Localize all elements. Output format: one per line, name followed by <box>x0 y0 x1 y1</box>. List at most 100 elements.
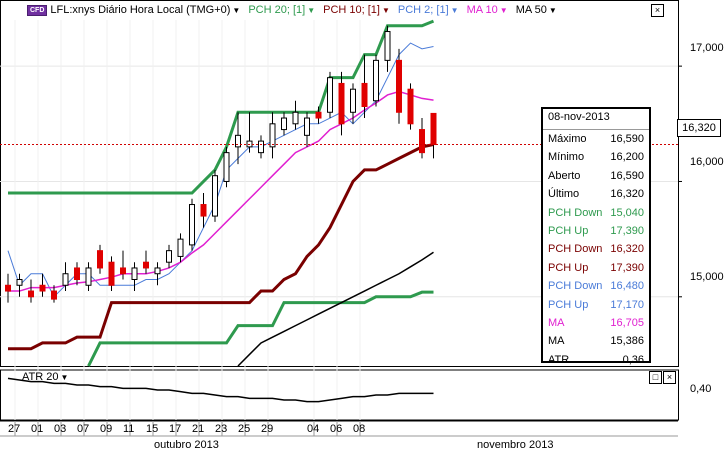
candle-body <box>177 238 184 257</box>
candle-body <box>246 140 253 148</box>
candle-body <box>350 88 356 113</box>
series-line <box>237 251 434 367</box>
info-row: Aberto 16,590 <box>543 167 649 185</box>
indicator-pch2[interactable]: PCH 2; [1] ▼ <box>397 4 459 16</box>
info-label: Último <box>548 188 580 201</box>
info-label: ATR <box>548 353 570 366</box>
info-label: PCH Up <box>548 261 589 274</box>
series-line <box>8 90 434 292</box>
x-axis-label: 01 <box>31 423 44 435</box>
month-label: outubro 2013 <box>154 439 219 451</box>
candle-body <box>304 117 310 136</box>
candle-body <box>281 117 287 131</box>
atr-label[interactable]: ATR 20 ▼ <box>22 371 69 383</box>
symbol-title[interactable]: LFL:xnys Diário Hora Local (TMG+0) ▼ <box>50 4 241 16</box>
candle-body <box>373 59 379 102</box>
candle-body <box>143 261 149 269</box>
info-label: Mínimo <box>548 151 585 164</box>
info-value: 0,36 <box>622 353 644 366</box>
info-value: 17,170 <box>610 298 644 311</box>
info-value: 16,320 <box>610 243 644 256</box>
close-icon[interactable]: × <box>663 371 676 384</box>
candle-body <box>154 267 161 275</box>
candle-body <box>407 88 414 125</box>
x-axis-label: 29 <box>261 423 274 435</box>
candle-body <box>292 111 299 125</box>
x-axis-label: 17 <box>169 423 182 435</box>
sub-y-axis-label: 0,40 <box>690 383 712 395</box>
candle-body <box>235 134 241 148</box>
candle-body <box>384 31 391 61</box>
info-row: MA 16,705 <box>543 314 649 332</box>
candle-body <box>62 273 69 286</box>
x-axis-label: 25 <box>238 423 251 435</box>
candle-body <box>120 267 126 275</box>
last-price-tag: 16,320 <box>677 119 721 137</box>
info-row: Máximo 16,590 <box>543 130 649 148</box>
candle-body <box>430 112 437 146</box>
indicator-pch10[interactable]: PCH 10; [1] ▼ <box>323 4 390 16</box>
info-label: MA <box>548 316 565 329</box>
info-value: 15,040 <box>610 206 644 219</box>
info-label: Aberto <box>548 169 581 182</box>
sub-panel-frame <box>0 369 679 421</box>
y-axis-label: 16,000 <box>690 156 724 168</box>
candle-body <box>16 279 23 286</box>
candle-body <box>396 59 402 113</box>
series-line <box>8 19 435 195</box>
dropdown-icon: ▼ <box>499 5 508 15</box>
candle-body <box>74 267 80 281</box>
candle-body <box>166 250 172 263</box>
info-value: 16,590 <box>610 169 644 182</box>
candle-body <box>5 284 11 292</box>
x-axis-label: 07 <box>77 423 90 435</box>
x-axis-label: 15 <box>146 423 159 435</box>
info-label: PCH Up <box>548 224 589 237</box>
x-axis-label: 09 <box>100 423 113 435</box>
indicator-ma10[interactable]: MA 10 ▼ <box>466 4 508 16</box>
info-label: Máximo <box>548 133 587 145</box>
info-row: PCH Down 16,480 <box>543 277 649 295</box>
x-axis-label: 11 <box>123 423 135 435</box>
info-value: 17,390 <box>610 261 644 274</box>
candle-body <box>85 267 92 286</box>
info-label: PCH Down <box>548 280 603 293</box>
candle-body <box>97 250 103 269</box>
indicator-pch20[interactable]: PCH 20; [1] ▼ <box>248 4 316 16</box>
info-row: PCH Up 17,170 <box>543 296 649 314</box>
info-row: Mínimo 16,200 <box>543 148 649 166</box>
indicator-ma50[interactable]: MA 50 ▼ <box>515 4 557 16</box>
candle-body <box>258 140 264 154</box>
x-axis-label: 21 <box>192 423 205 435</box>
candle-body <box>361 82 368 107</box>
candle-body <box>338 82 345 125</box>
month-label: novembro 2013 <box>477 439 554 451</box>
series-line <box>87 290 434 367</box>
info-label: PCH Down <box>548 243 603 256</box>
x-axis-label: 03 <box>54 423 67 435</box>
series-line <box>8 143 434 351</box>
candle-body <box>200 204 207 217</box>
candle-body <box>189 204 195 246</box>
info-value: 16,320 <box>610 188 644 201</box>
info-value: 17,390 <box>610 224 644 237</box>
x-axis-label: 04 <box>307 423 320 435</box>
candle-body <box>419 129 425 154</box>
main-panel-frame <box>0 0 679 367</box>
info-row: PCH Down 15,040 <box>543 204 649 222</box>
x-axis-label: 06 <box>330 423 343 435</box>
close-icon[interactable]: × <box>651 4 664 17</box>
info-label: MA <box>548 335 565 348</box>
maximize-icon[interactable]: □ <box>649 371 662 384</box>
info-label: PCH Up <box>548 298 589 311</box>
atr-line <box>7 377 434 403</box>
dropdown-icon: ▼ <box>548 5 557 15</box>
chart-header: CFD LFL:xnys Diário Hora Local (TMG+0) ▼ … <box>0 0 565 20</box>
grid <box>0 0 682 437</box>
info-value: 16,480 <box>610 280 644 293</box>
candle-body <box>327 77 333 113</box>
info-label: PCH Down <box>548 206 603 219</box>
dropdown-icon: ▼ <box>450 5 459 15</box>
info-date: 08-nov-2013 <box>543 109 649 130</box>
info-value: 16,200 <box>610 151 644 164</box>
